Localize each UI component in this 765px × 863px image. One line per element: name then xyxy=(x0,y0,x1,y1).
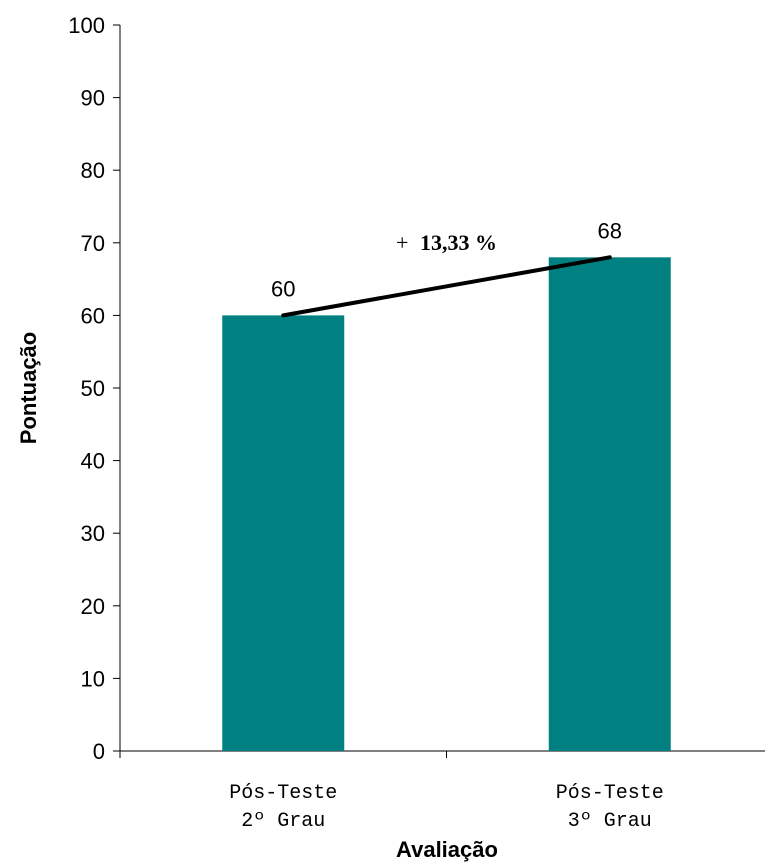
y-tick-label: 10 xyxy=(81,666,105,691)
y-tick-label: 50 xyxy=(81,376,105,401)
x-tick-label: 2º Grau xyxy=(241,810,325,833)
y-axis: 0 10 20 30 40 50 60 70 80 90 100 xyxy=(68,13,121,764)
x-tick-label: Pós-Teste xyxy=(556,782,664,805)
y-tick-label: 90 xyxy=(81,86,105,111)
y-tick-label: 30 xyxy=(81,521,105,546)
growth-label: + 13,33 % xyxy=(396,230,497,255)
bars xyxy=(222,257,671,751)
growth-annotation: + 13,33 % xyxy=(281,230,612,318)
y-axis-title: Pontuação xyxy=(16,332,41,444)
y-tick-label: 0 xyxy=(93,739,105,764)
growth-value: 13,33 % xyxy=(420,230,497,255)
y-tick-label: 70 xyxy=(81,231,105,256)
data-labels: 60 68 xyxy=(271,218,622,301)
growth-sign: + xyxy=(396,230,408,255)
x-tick-label: Pós-Teste xyxy=(229,782,337,805)
x-tick-label: 3º Grau xyxy=(568,810,652,833)
bar xyxy=(222,315,345,751)
y-tick-label: 60 xyxy=(81,303,105,328)
y-tick-label: 40 xyxy=(81,449,105,474)
x-axis-title: Avaliação xyxy=(396,837,498,862)
growth-line xyxy=(281,255,612,318)
bar-value-label: 68 xyxy=(598,218,622,243)
bar-value-label: 60 xyxy=(271,276,295,301)
bar xyxy=(548,257,671,751)
y-tick-label: 80 xyxy=(81,158,105,183)
y-tick-label: 20 xyxy=(81,594,105,619)
y-tick-label: 100 xyxy=(68,13,105,38)
x-axis: Pós-Teste 2º Grau Pós-Teste 3º Grau xyxy=(119,750,765,833)
